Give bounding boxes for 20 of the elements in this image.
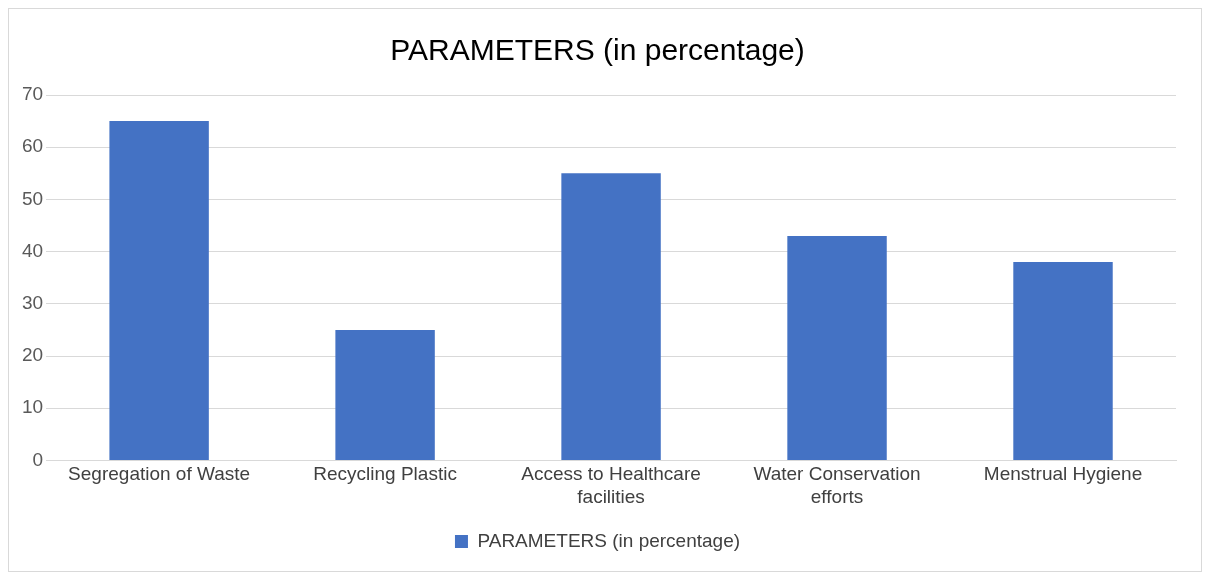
- y-tick-label: 10: [21, 396, 44, 418]
- x-tick-label: Water Conservation efforts: [753, 463, 921, 507]
- y-tick-label: 20: [21, 344, 44, 366]
- y-tick-label: 40: [21, 239, 44, 261]
- y-tick-label: 60: [21, 135, 44, 157]
- x-tick-label: Recycling Plastic: [313, 463, 457, 485]
- y-tick-label: 50: [21, 187, 44, 209]
- y-tick-label: 30: [21, 292, 44, 314]
- legend-label: PARAMETERS (in percentage): [477, 529, 741, 551]
- x-tick-label: Access to Healthcare facilities: [521, 463, 701, 507]
- x-tick-label: Menstrual Hygiene: [983, 463, 1143, 485]
- x-tick-label: Segregation of Waste: [68, 463, 251, 485]
- bar: [335, 329, 435, 460]
- y-tick-label: 0: [32, 448, 44, 470]
- chart-title: PARAMETERS (in percentage): [390, 33, 805, 67]
- bar: [787, 235, 887, 460]
- bar: [561, 173, 661, 460]
- bar: [109, 121, 209, 460]
- bar: [1013, 262, 1113, 460]
- y-tick-label: 70: [21, 83, 44, 105]
